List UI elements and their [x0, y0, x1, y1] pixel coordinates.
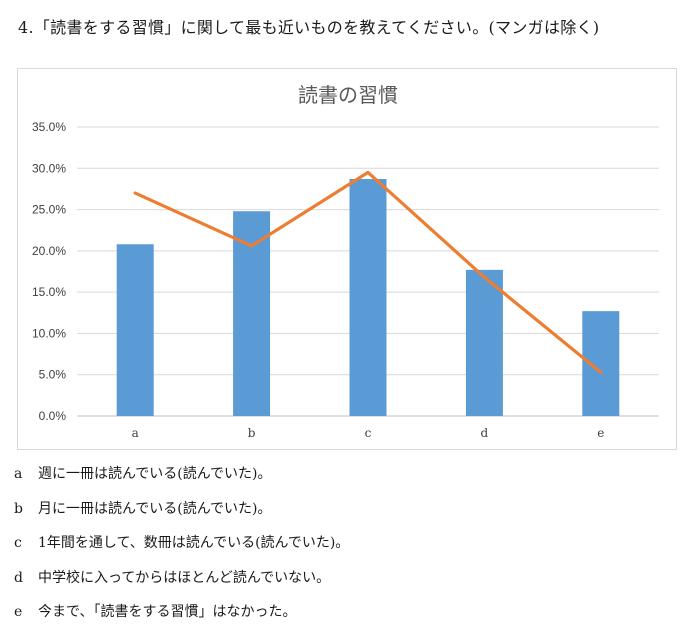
y-tick-label: 0.0%	[39, 409, 67, 423]
option-key: d	[14, 569, 23, 586]
bar	[116, 244, 154, 416]
option-text: 中学校に入ってからはほとんど読んでいない。	[38, 569, 331, 586]
option-text: 今まで、「読書をする習慣」はなかった。	[38, 604, 297, 620]
bar	[233, 211, 271, 416]
bar	[349, 179, 387, 416]
option-key: e	[14, 604, 23, 620]
option-item: d 中学校に入ってからはほとんど読んでいない。	[14, 566, 684, 601]
bar	[465, 269, 503, 416]
option-item: b 月に一冊は読んでいる(読んでいた)。	[14, 497, 684, 532]
x-tick-label: a	[132, 426, 139, 440]
y-tick-label: 5.0%	[39, 368, 67, 382]
option-text: 月に一冊は読んでいる(読んでいた)。	[38, 500, 272, 517]
x-tick-label: d	[481, 426, 489, 440]
option-key: b	[14, 500, 23, 517]
y-tick-label: 20.0%	[32, 244, 66, 258]
question-text: 4.「読書をする習慣」に関して最も近いものを教えてください。(マンガは除く)	[18, 18, 600, 37]
option-item: c 1年間を通して、数冊は読んでいる(読んでいた)。	[14, 531, 684, 566]
chart-plot: 0.0% 5.0% 10.0% 15.0% 20.0% 25.0% 30.0% 35.0% a b…	[32, 120, 659, 440]
answer-options-list: a 週に一冊は読んでいる(読んでいた)。 b 月に一冊は読んでいる(読んでいた)。 …	[14, 462, 684, 635]
line-series	[133, 170, 603, 374]
option-item: e 今まで、「読書をする習慣」はなかった。	[14, 600, 684, 635]
option-item: a 週に一冊は読んでいる(読んでいた)。	[14, 462, 684, 497]
y-tick-label: 10.0%	[32, 326, 66, 340]
option-text: 1年間を通して、数冊は読んでいる(読んでいた)。	[38, 535, 350, 551]
option-text: 週に一冊は読んでいる(読んでいた)。	[38, 466, 272, 482]
y-tick-label: 30.0%	[32, 161, 66, 175]
y-tick-label: 25.0%	[32, 203, 66, 217]
option-key: a	[14, 466, 23, 482]
x-tick-label: c	[365, 426, 372, 440]
y-tick-label: 15.0%	[32, 285, 66, 299]
option-key: c	[14, 535, 22, 551]
chart-title: 読書の習慣	[298, 83, 398, 107]
x-tick-label: b	[248, 426, 256, 440]
x-tick-label: e	[597, 426, 604, 440]
chart-area: 読書の習慣 0.0% 5.0% 10.0% 15.0% 20.0% 25.0% 30.0% 3…	[17, 68, 677, 450]
y-tick-label: 35.0%	[32, 120, 66, 134]
